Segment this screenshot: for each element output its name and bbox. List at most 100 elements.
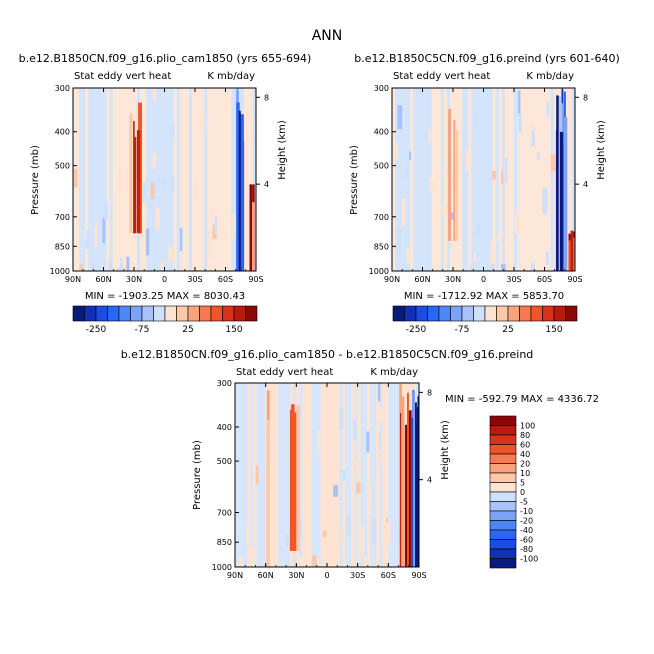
heatmap-cell <box>246 88 251 271</box>
heatmap-cell <box>214 216 218 235</box>
heatmap-cell <box>287 383 291 567</box>
colorbar-box <box>450 305 463 322</box>
x-tick-label: 90N <box>65 275 81 284</box>
colorbar-box <box>141 305 154 322</box>
units-label: K mb/day <box>370 367 418 378</box>
heatmap-cell <box>379 383 383 567</box>
colorbar-box <box>153 305 166 322</box>
axes: 90N 60N 30N 0 30S 60S 90S 300 400 500 700 850 1000 8 4 <box>212 379 432 580</box>
colorbar-box <box>199 305 212 322</box>
heatmap-cell <box>559 131 564 271</box>
heatmap-cell <box>507 88 512 271</box>
heatmap-cell <box>281 383 285 567</box>
heatmap-cell <box>416 88 421 271</box>
heatmap-cell <box>293 412 297 551</box>
colorbar-label: 0 <box>520 488 525 497</box>
heatmap-cell <box>134 137 137 234</box>
heatmap-cell <box>97 88 102 271</box>
heatmap-cell <box>529 88 533 271</box>
heatmap-cell <box>168 245 173 263</box>
heatmap-cell <box>492 170 496 180</box>
heatmap-cell <box>541 88 546 271</box>
y-tick-label: 1000 <box>50 267 70 276</box>
y-tick-label: 500 <box>55 162 70 171</box>
heatmap-cell <box>150 201 153 210</box>
heatmap-cell <box>414 424 418 567</box>
heatmap-cell <box>128 269 133 271</box>
colorbar-box <box>489 482 517 493</box>
y-tick-label: 1000 <box>369 267 389 276</box>
y-tick-label: 400 <box>374 128 389 137</box>
heatmap-cell <box>531 123 535 135</box>
colorbar-label: 150 <box>225 325 242 335</box>
heatmap-cell <box>518 113 522 133</box>
colorbar-box <box>489 425 517 436</box>
heatmap-cell <box>255 465 259 485</box>
heatmap-cell <box>133 121 135 234</box>
heatmap-cell <box>501 170 504 184</box>
heatmap-cell <box>382 383 386 567</box>
heatmap-cell <box>489 88 494 271</box>
heatmap-cell <box>409 151 412 160</box>
colorbar-box <box>107 305 120 322</box>
heatmap-cell <box>437 88 442 271</box>
heatmap-cell <box>126 256 130 271</box>
heatmap-cell <box>477 88 482 271</box>
heatmap-cell <box>333 505 339 525</box>
heatmap-cell <box>103 88 108 271</box>
colorbar-box <box>130 305 143 322</box>
heatmap-cell <box>160 261 164 270</box>
x-tick-label: 30N <box>445 275 461 284</box>
heatmap-cell <box>429 178 434 192</box>
heatmap-cell <box>158 88 163 271</box>
heatmap-cell <box>501 88 506 271</box>
heatmap-cell <box>465 88 469 271</box>
heatmap-cell <box>311 383 316 567</box>
heatmap-cell <box>258 193 261 271</box>
heatmap-cell <box>401 396 405 567</box>
colorbar-box <box>489 520 517 531</box>
heatmap-cell <box>191 88 196 271</box>
heatmap-cell <box>413 391 415 567</box>
heatmap-cell <box>556 95 559 271</box>
heatmap-cell <box>296 405 300 551</box>
heatmap-cell <box>91 265 95 271</box>
heatmap-cell <box>517 90 521 117</box>
heatmap-cell <box>471 88 475 271</box>
colorbar-box <box>176 305 189 322</box>
heatmap-cell <box>490 250 496 268</box>
heatmap-cell <box>459 88 463 271</box>
heatmap-cell <box>323 383 328 567</box>
colorbar-box <box>392 305 405 322</box>
heatmap-cell <box>305 383 310 567</box>
colorbar-box <box>489 501 517 512</box>
heatmap-cell <box>225 88 230 271</box>
y-tick-label: 500 <box>374 162 389 171</box>
heatmap-cell <box>531 130 535 147</box>
panel-difference: b.e12.B1850CN.f09_g16.plio_cam1850 - b.e… <box>121 348 599 580</box>
heatmap-cell <box>571 88 575 271</box>
heatmap-cell <box>366 383 371 567</box>
colorbar-box <box>233 305 246 322</box>
y-axis-label: Pressure (mb) <box>349 145 360 215</box>
heatmap-cell <box>188 88 193 271</box>
heatmap-cell <box>342 470 346 481</box>
heatmap-cell <box>79 264 83 271</box>
colorbar-label: -20 <box>520 517 533 526</box>
units-label: K mb/day <box>207 71 255 82</box>
heatmap-cell <box>250 546 253 566</box>
heatmap-cell <box>257 190 259 272</box>
colorbar-box <box>496 305 509 322</box>
heatmap-cell <box>491 263 495 271</box>
y2-axis-label: Height (km) <box>440 420 451 480</box>
colorbar-box <box>210 305 223 322</box>
heatmap-cell <box>380 440 386 466</box>
heatmap-cell <box>483 88 488 271</box>
heatmap-cell <box>391 383 396 567</box>
heatmap-cell <box>553 88 558 271</box>
y-tick-label: 500 <box>217 457 232 466</box>
heatmap-cell <box>357 383 362 567</box>
heatmap-cell <box>210 88 214 271</box>
y-tick-label: 400 <box>217 423 232 432</box>
units-label: K mb/day <box>526 71 574 82</box>
